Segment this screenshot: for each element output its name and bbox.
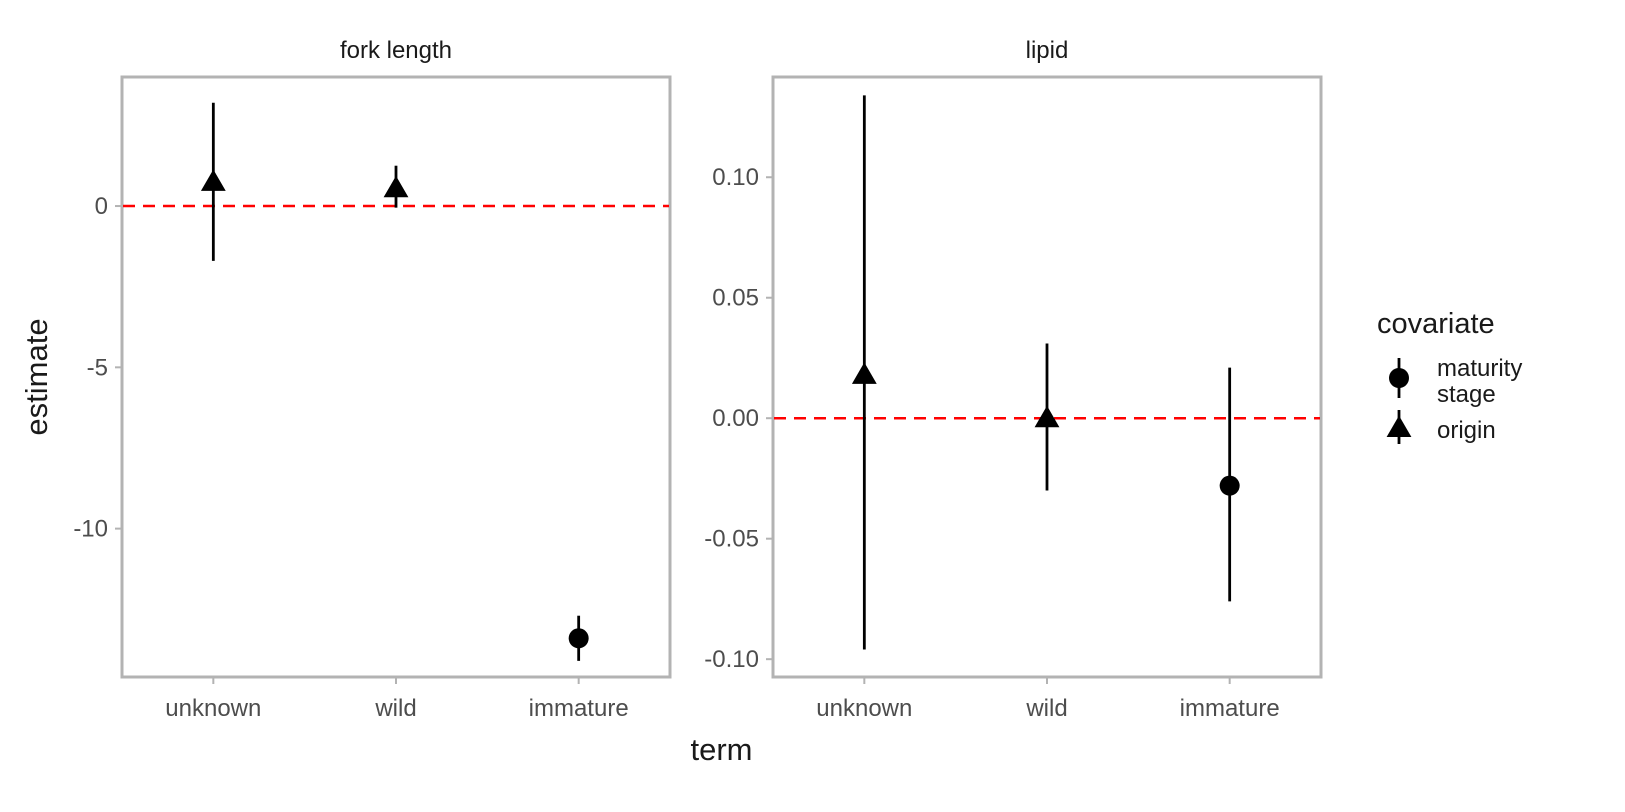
y-tick-label: 0.10 [712,164,759,191]
x-tick-label: immature [529,695,629,722]
y-tick-label: -5 [87,354,108,381]
point-circle-immature [1219,475,1240,496]
legend-title: covariate [1377,308,1495,340]
panel-0: fork length 0 -5 -10 unknown wild immature [73,37,672,722]
y-tick-label: -0.05 [704,526,759,553]
legend: covariate maturity stage origin [1377,308,1522,444]
point-triangle-wild [383,175,409,198]
x-tick-label: wild [374,695,416,722]
x-axis-title: term [691,732,753,767]
point-triangle-wild [1034,405,1060,428]
legend-label-origin: origin [1437,417,1496,444]
x-tick-label: wild [1025,695,1067,722]
legend-key-triangle [1386,415,1412,437]
panel-title: fork length [340,37,452,64]
point-triangle-unknown [851,362,877,384]
y-axis-title: estimate [19,318,54,435]
point-circle-immature [568,628,589,649]
y-tick-label: -0.10 [704,646,759,673]
y-tick-label: 0.00 [712,405,759,432]
panel-title: lipid [1026,37,1069,64]
y-tick-label: 0 [95,193,108,220]
x-tick-label: immature [1180,695,1280,722]
x-tick-label: unknown [165,695,261,722]
legend-label-maturity-stage: maturity stage [1437,355,1522,408]
x-tick-label: unknown [816,695,912,722]
panel-1: lipid 0.10 0.05 0.00 -0.05 -0.10 unknown wild im… [704,37,1323,722]
y-tick-label: 0.05 [712,285,759,312]
point-triangle-unknown [200,169,226,191]
legend-key-circle [1389,368,1409,388]
y-tick-label: -10 [73,516,108,543]
